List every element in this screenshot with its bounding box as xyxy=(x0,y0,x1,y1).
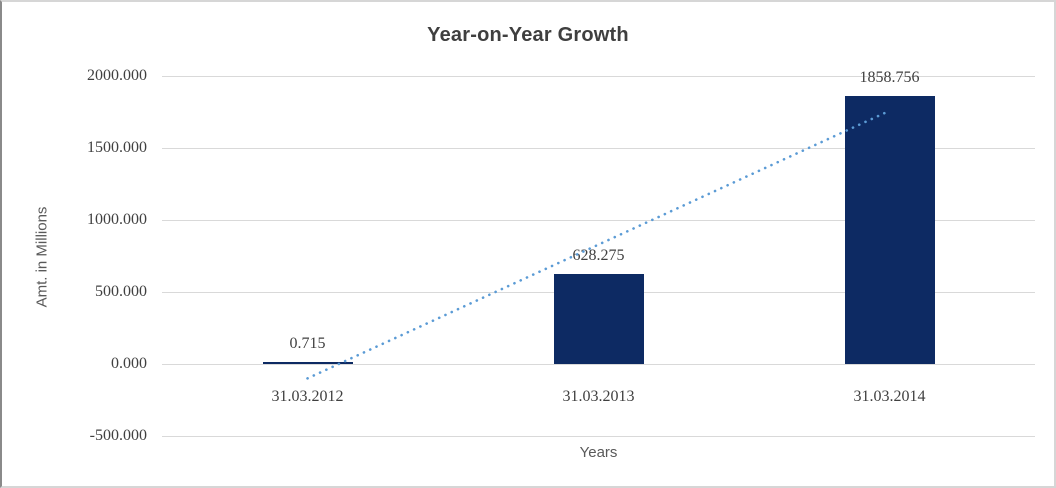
y-tick-label: 500.000 xyxy=(95,283,147,300)
bar-data-label: 1858.756 xyxy=(859,69,920,87)
bar xyxy=(844,96,935,364)
x-axis-title: Years xyxy=(579,444,618,461)
y-tick-label: 0.000 xyxy=(111,355,147,372)
gridline xyxy=(162,436,1035,437)
bar xyxy=(262,362,353,364)
y-tick-label: 1000.000 xyxy=(87,211,147,228)
bar xyxy=(553,273,644,364)
gridline xyxy=(162,364,1035,365)
x-category-label: 31.03.2012 xyxy=(271,388,344,405)
bar-data-label: 0.715 xyxy=(289,335,326,352)
y-tick-label: 1500.000 xyxy=(87,139,147,156)
y-tick-label: 2000.000 xyxy=(87,67,147,84)
x-category-label: 31.03.2013 xyxy=(562,388,635,405)
gridline xyxy=(162,76,1035,77)
y-tick-label: -500.000 xyxy=(89,427,147,444)
bar-data-label: 628.275 xyxy=(572,246,625,264)
x-category-label: 31.03.2014 xyxy=(853,388,926,405)
chart-title: Year-on-Year Growth xyxy=(427,24,629,46)
